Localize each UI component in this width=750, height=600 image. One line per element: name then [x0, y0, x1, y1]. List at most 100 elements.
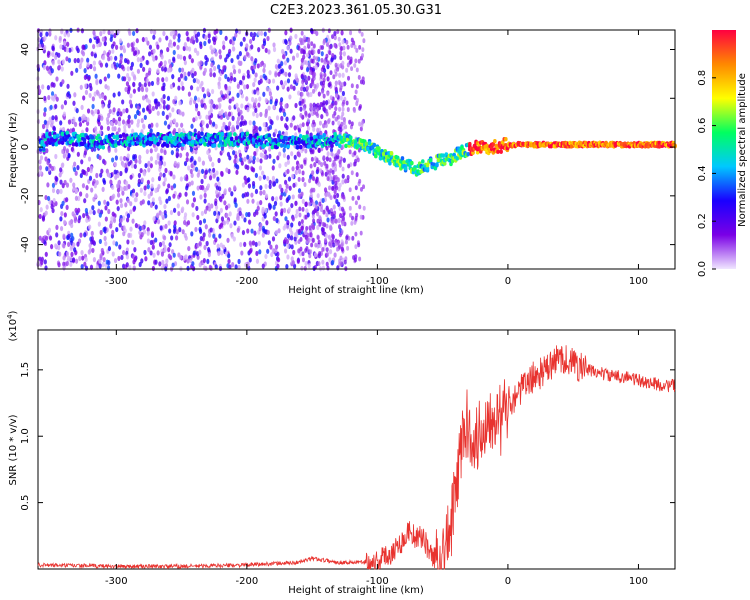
- spectrogram-cell: [141, 225, 145, 231]
- spectrogram-cell: [317, 239, 321, 245]
- spectrogram-cell: [249, 31, 254, 38]
- spectrogram-cell: [403, 166, 408, 171]
- spectrogram-cell: [234, 32, 238, 38]
- spectrogram-cell: [81, 169, 85, 175]
- spectrogram-cell: [204, 34, 208, 41]
- spectrogram-cell: [205, 114, 209, 120]
- spectrogram-cell: [318, 201, 322, 207]
- spectrogram-cell: [222, 121, 226, 127]
- spectrogram-cell: [202, 232, 206, 238]
- spectrogram-cell: [320, 51, 324, 57]
- spectrogram-cell: [240, 103, 244, 109]
- spectrogram-cell: [111, 184, 115, 190]
- spectrogram-cell: [160, 251, 165, 257]
- spectrogram-cell: [149, 163, 153, 169]
- spectrogram-cell: [304, 201, 308, 207]
- spectrogram-cell: [170, 235, 174, 241]
- spectrogram-cell: [190, 180, 194, 186]
- spectrogram-cell: [57, 52, 61, 58]
- spectrogram-cell: [51, 115, 55, 121]
- spectrogram-cell: [256, 157, 260, 163]
- spectrogram-cell: [361, 76, 365, 82]
- spectrogram-cell: [85, 217, 89, 223]
- spectrogram-cell: [112, 92, 116, 98]
- spectrogram-cell: [179, 73, 184, 79]
- spectrogram-cell: [338, 224, 342, 230]
- spectrogram-cell: [182, 139, 187, 145]
- spectrogram-cell: [132, 154, 136, 160]
- spectrogram-cell: [291, 166, 295, 172]
- spectrogram-cell: [133, 247, 137, 253]
- spectrogram-cell: [154, 204, 158, 210]
- spectrogram-cell: [228, 48, 232, 54]
- spectrogram-cell: [165, 76, 169, 82]
- spectrogram-cell: [234, 264, 238, 270]
- spectrogram-cell: [291, 173, 295, 179]
- spectrogram-cell: [79, 84, 83, 90]
- spectrogram-cell: [225, 53, 230, 59]
- spectrogram-cell: [208, 119, 212, 125]
- spectrogram-cell: [183, 71, 187, 77]
- spectrogram-cell: [163, 176, 167, 182]
- spectrogram-cell: [172, 252, 176, 258]
- spectrogram-cell: [325, 53, 329, 59]
- spectrogram-cell: [353, 44, 357, 50]
- spectrogram-cell: [276, 155, 280, 161]
- spectrogram-cell: [340, 242, 344, 248]
- spectrogram-cell: [146, 40, 150, 46]
- spectrogram-cell: [45, 166, 49, 172]
- spectrogram-cell: [220, 132, 225, 137]
- spectrogram-cell: [80, 159, 84, 165]
- spectrogram-cell: [178, 152, 183, 158]
- spectrogram-cell: [70, 146, 74, 152]
- spectrogram-cell: [274, 128, 278, 134]
- spectrogram-cell: [121, 119, 126, 125]
- spectrogram-cell: [348, 119, 352, 125]
- spectrogram-cell: [300, 49, 304, 55]
- spectrogram-cell: [200, 126, 204, 132]
- spectrogram-cell: [312, 225, 316, 230]
- spectrogram-cell: [92, 30, 96, 36]
- spectrogram-cell: [234, 136, 239, 141]
- spectrogram-cell: [201, 86, 205, 93]
- spectrogram-x-tick-label: -300: [105, 276, 128, 287]
- snr-x-axis-label: Height of straight line (km): [288, 585, 424, 596]
- spectrogram-cell: [238, 79, 243, 86]
- spectrogram-cell: [358, 204, 362, 210]
- spectrogram-cell: [131, 46, 135, 52]
- spectrogram-cell: [189, 146, 193, 153]
- spectrogram-cell: [336, 150, 340, 156]
- spectrogram-cell: [106, 201, 110, 207]
- spectrogram-cell: [258, 249, 262, 255]
- spectrogram-cell: [44, 210, 48, 216]
- spectrogram-cell: [51, 187, 56, 194]
- spectrogram-cell: [191, 212, 195, 218]
- spectrogram-cell: [339, 85, 343, 91]
- spectrogram-cell: [91, 205, 95, 211]
- spectrogram-cell: [123, 76, 127, 82]
- spectrogram-cell: [159, 225, 163, 231]
- spectrogram-cell: [73, 92, 77, 98]
- spectrogram-cell: [319, 134, 323, 140]
- spectrogram-cell: [162, 161, 167, 167]
- spectrogram-cell: [247, 211, 251, 218]
- spectrogram-y-tick-label: -40: [20, 236, 31, 252]
- spectrogram-cell: [73, 217, 77, 224]
- spectrogram-cell: [264, 112, 268, 118]
- spectrogram-cell: [253, 77, 257, 83]
- spectrogram-cell: [206, 91, 210, 97]
- spectrogram-cell: [355, 83, 359, 89]
- spectrogram-cell: [78, 116, 82, 122]
- spectrogram-cell: [126, 118, 130, 125]
- spectrogram-cell: [255, 258, 260, 264]
- colorbar-tick-label: 0.8: [697, 70, 708, 86]
- spectrogram-cell: [109, 223, 113, 229]
- spectrogram-cell: [188, 100, 193, 106]
- spectrogram-cell: [298, 123, 303, 129]
- spectrogram-cell: [213, 65, 217, 72]
- spectrogram-cell: [194, 166, 199, 172]
- spectrogram-cell: [104, 241, 108, 247]
- spectrogram-cell: [248, 120, 252, 126]
- spectrogram-cell: [62, 261, 66, 267]
- spectrogram-cell: [309, 198, 313, 203]
